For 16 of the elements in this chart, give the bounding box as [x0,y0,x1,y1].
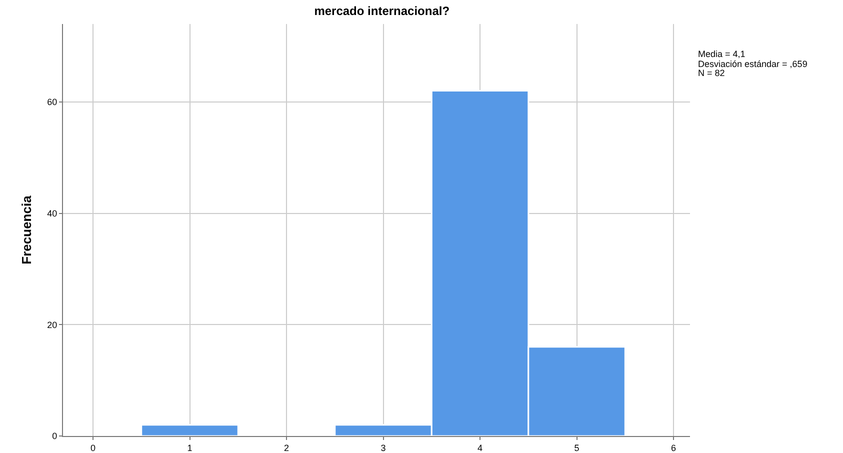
y-tick-label: 0 [52,431,58,442]
text: Desviación estándar = ,659 [698,59,808,69]
x-tick-label: 5 [574,442,580,453]
y-tick-label: 40 [47,208,58,218]
x-tick-label: 3 [380,442,386,453]
x-tick-label: 1 [187,442,192,453]
text: N = 82 [698,68,725,78]
x-tick-label: 2 [284,442,290,453]
chart-title: mercado internacional? [314,4,450,18]
y-tick-label: 60 [47,97,58,108]
y-axis-title: Frecuencia [19,194,34,264]
x-tick-label: 4 [478,442,483,453]
text: Media = 4,1 [698,49,746,59]
y-tick-label: 20 [47,320,58,330]
x-tick-label: 6 [671,442,676,453]
x-tick-label: 0 [90,442,96,453]
